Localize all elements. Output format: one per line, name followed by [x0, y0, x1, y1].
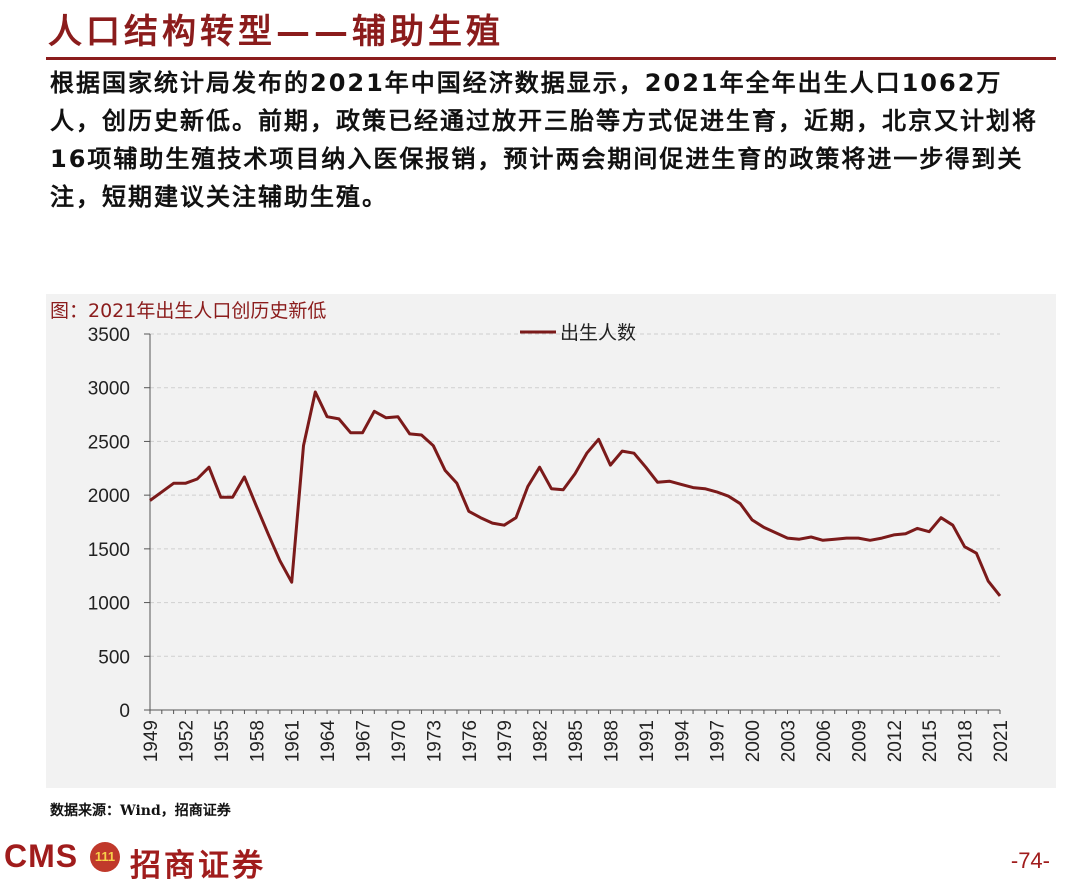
series-line: [149, 390, 1002, 597]
legend-label: 出生人数: [560, 322, 636, 344]
x-tick-label: 1982: [531, 720, 552, 762]
x-tick-label: 1994: [672, 720, 693, 763]
x-tick-label: 1991: [637, 720, 658, 762]
x-tick-label: 2012: [885, 720, 906, 762]
x-tick-label: 1970: [389, 720, 410, 762]
chart-legend: 出生人数: [520, 322, 636, 344]
y-tick-label: 2500: [88, 432, 130, 453]
brand-logo-icon: 111: [90, 842, 120, 872]
page-number: -74-: [1010, 848, 1050, 873]
x-tick-label: 1958: [247, 720, 268, 762]
x-tick-label: 1979: [495, 720, 516, 762]
x-tick-label: 2000: [743, 720, 764, 762]
brand-name: 招商证券: [130, 848, 266, 884]
x-tick-label: 2009: [849, 720, 870, 762]
x-tick-label: 1967: [354, 720, 375, 762]
y-tick-label: 1500: [88, 540, 130, 561]
y-tick-label: 3000: [88, 379, 130, 400]
chart-panel: [46, 294, 1056, 788]
y-axis-ticks: 0 500 1000 1500 2000 2500 3000 3500: [88, 325, 150, 722]
y-tick-label: 0: [119, 701, 130, 722]
x-tick-label: 1985: [566, 720, 587, 762]
x-tick-label: 2018: [956, 720, 977, 762]
chart-gridlines: [150, 333, 1000, 657]
x-tick-label: 2021: [991, 720, 1012, 762]
x-tick-label: 1976: [460, 720, 481, 762]
data-source-note: 数据来源：Wind，招商证券: [50, 803, 231, 819]
x-tick-label: 1988: [601, 720, 622, 762]
x-axis-ticks: 1949 1952 1955 1958 1961 1964 1967 1970 1973 1976…: [141, 710, 1012, 762]
x-tick-label: 2003: [779, 720, 800, 762]
y-tick-label: 500: [98, 647, 130, 668]
x-tick-label: 1949: [141, 720, 162, 762]
chart-title: 图：2021年出生人口创历史新低: [50, 300, 327, 322]
y-tick-label: 1000: [88, 594, 130, 615]
y-tick-label: 2000: [88, 486, 130, 507]
x-tick-label: 1955: [212, 720, 233, 762]
x-tick-label: 1952: [176, 720, 197, 762]
x-tick-label: 1997: [708, 720, 729, 762]
brand-cms-text: CMS: [4, 838, 79, 874]
x-tick-label: 1961: [283, 720, 304, 762]
x-tick-label: 2006: [814, 720, 835, 762]
x-tick-label: 1973: [424, 720, 445, 762]
birth-population-line-chart: 0 500 1000 1500 2000 2500 3000 3500 1949 1952 195…: [88, 322, 1012, 762]
title-divider: [46, 57, 1056, 60]
summary-paragraph: 根据国家统计局发布的2021年中国经济数据显示，2021年全年出生人口1062万…: [50, 69, 1038, 211]
x-tick-label: 2015: [920, 720, 941, 762]
y-tick-label: 3500: [88, 325, 130, 346]
x-tick-label: 1964: [318, 720, 339, 763]
chart-series: [149, 390, 1002, 597]
page-title: 人口结构转型——辅助生殖: [48, 12, 504, 52]
